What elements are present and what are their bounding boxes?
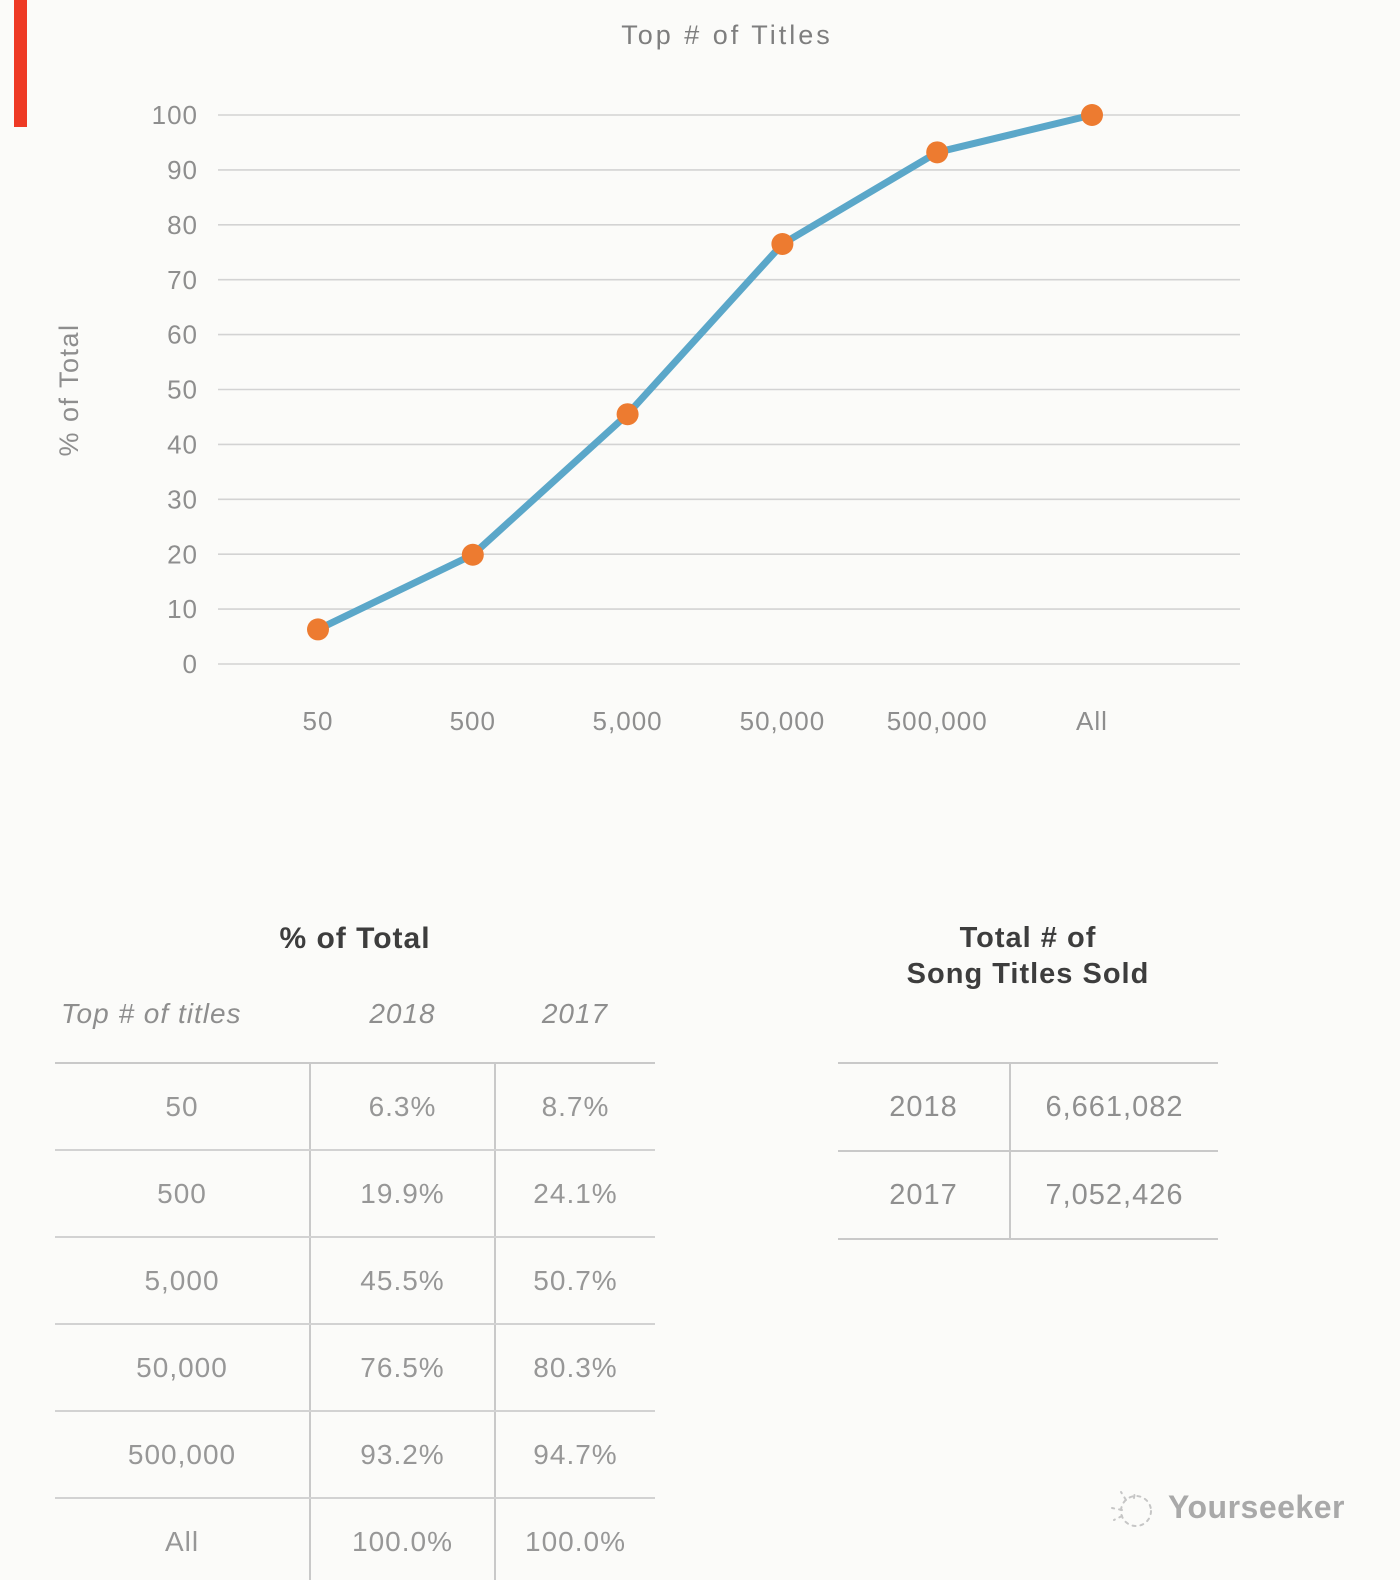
table-row: 50 6.3% 8.7% — [55, 1063, 655, 1151]
col-header-top-titles: Top # of titles — [55, 966, 310, 1064]
svg-text:500: 500 — [450, 706, 496, 736]
table-row: 2017 7,052,426 — [838, 1151, 1218, 1239]
value-2018: 93.2% — [310, 1411, 496, 1499]
table-row: 5,000 45.5% 50.7% — [55, 1237, 655, 1325]
svg-text:40: 40 — [167, 430, 198, 460]
row-label: 5,000 — [55, 1237, 311, 1325]
row-label: 500 — [55, 1150, 311, 1238]
total-2018: 6,661,082 — [1010, 1063, 1218, 1152]
svg-text:500,000: 500,000 — [887, 706, 988, 736]
value-2018: 6.3% — [310, 1063, 496, 1151]
svg-text:Top # of Titles: Top # of Titles — [621, 20, 833, 50]
totals-table: 2018 6,661,082 2017 7,052,426 — [838, 1062, 1218, 1240]
year-2018: 2018 — [838, 1063, 1011, 1152]
row-label: 50,000 — [55, 1324, 311, 1412]
svg-text:90: 90 — [167, 155, 198, 185]
percent-table-title: % of Total — [279, 922, 431, 955]
value-2018: 76.5% — [310, 1324, 496, 1412]
red-edge-marker — [14, 0, 27, 127]
line-chart: Top # of Titles % of Total 0 10 20 30 40 50 60 70… — [54, 20, 1240, 736]
table-row: 2018 6,661,082 — [838, 1063, 1218, 1152]
table-row: All 100.0% 100.0% — [55, 1498, 655, 1580]
year-2017: 2017 — [838, 1151, 1011, 1239]
svg-text:5,000: 5,000 — [593, 706, 663, 736]
percent-table-header-row: Top # of titles 2018 2017 — [55, 966, 655, 1064]
total-table-title: Total # of Song Titles Sold — [838, 920, 1218, 992]
svg-text:30: 30 — [167, 484, 198, 514]
col-header-2018: 2018 — [310, 966, 495, 1064]
percent-table: Top # of titles 2018 2017 50 6.3% 8.7% 5… — [55, 966, 655, 1580]
svg-text:80: 80 — [167, 210, 198, 240]
value-2017: 24.1% — [495, 1150, 655, 1238]
chart-section: Top # of Titles % of Total 0 10 20 30 40 50 60 70… — [0, 0, 1400, 770]
row-label: All — [55, 1498, 311, 1580]
value-2018: 100.0% — [310, 1498, 496, 1580]
svg-text:100: 100 — [152, 100, 198, 130]
total-titles-section: Total # of Song Titles Sold 2018 6,661,0… — [838, 920, 1218, 1240]
watermark: Yourseeker — [1106, 1480, 1345, 1534]
total-table-title-line1: Total # of — [959, 922, 1097, 954]
svg-text:60: 60 — [167, 320, 198, 350]
yourseeker-logo-icon — [1111, 1490, 1152, 1527]
value-2017: 50.7% — [495, 1237, 655, 1325]
value-2017: 80.3% — [495, 1324, 655, 1412]
svg-text:50: 50 — [167, 375, 198, 405]
value-2018: 45.5% — [310, 1237, 496, 1325]
total-table-title-line2: Song Titles Sold — [906, 958, 1150, 990]
svg-text:0: 0 — [183, 649, 198, 679]
svg-text:20: 20 — [167, 539, 198, 569]
value-2017: 100.0% — [495, 1498, 655, 1580]
svg-text:All: All — [1076, 706, 1108, 736]
total-2017: 7,052,426 — [1045, 1178, 1184, 1211]
svg-text:50: 50 — [303, 706, 334, 736]
row-label: 50 — [55, 1063, 311, 1151]
svg-text:70: 70 — [167, 265, 198, 295]
table-row: 500 19.9% 24.1% — [55, 1150, 655, 1238]
table-row: 500,000 93.2% 94.7% — [55, 1411, 655, 1499]
svg-text:10: 10 — [167, 594, 198, 624]
col-header-2017: 2017 — [495, 966, 655, 1064]
value-2017: 8.7% — [495, 1063, 655, 1151]
percent-of-total-section: % of Total Top # of titles 2018 2017 50 … — [55, 918, 655, 1580]
watermark-text: Yourseeker — [1168, 1488, 1345, 1525]
svg-text:50,000: 50,000 — [740, 706, 826, 736]
table-row: 50,000 76.5% 80.3% — [55, 1324, 655, 1412]
svg-text:% of Total: % of Total — [54, 323, 84, 456]
row-label: 500,000 — [55, 1411, 311, 1499]
value-2018: 19.9% — [310, 1150, 496, 1238]
value-2017: 94.7% — [495, 1411, 655, 1499]
